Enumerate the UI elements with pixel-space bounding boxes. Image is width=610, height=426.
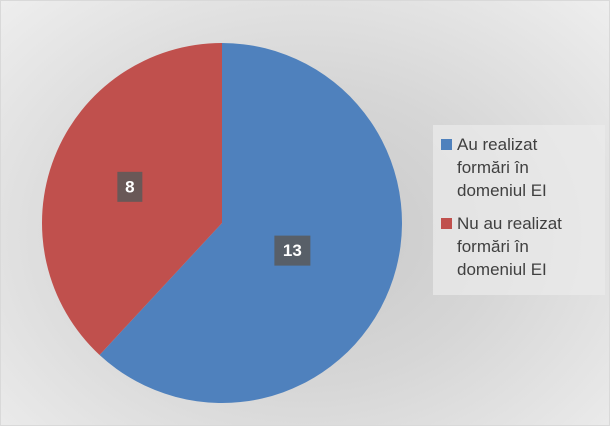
data-label-box — [117, 171, 143, 202]
data-label-text: 8 — [125, 177, 134, 196]
legend: Au realizat formări în domeniul EI Nu au … — [433, 125, 605, 295]
data-label-text: 13 — [283, 241, 302, 260]
pie-slice — [99, 43, 402, 403]
legend-swatch — [441, 218, 452, 229]
data-label: 13 — [274, 235, 311, 266]
legend-label: Nu au realizat formări în domeniul EI — [457, 214, 562, 279]
legend-label: Au realizat formări în domeniul EI — [457, 135, 547, 200]
legend-item: Nu au realizat formări în domeniul EI — [441, 212, 601, 281]
data-label-box — [274, 235, 311, 266]
legend-item: Au realizat formări în domeniul EI — [441, 133, 601, 202]
legend-swatch — [441, 139, 452, 150]
data-label: 8 — [117, 171, 143, 202]
